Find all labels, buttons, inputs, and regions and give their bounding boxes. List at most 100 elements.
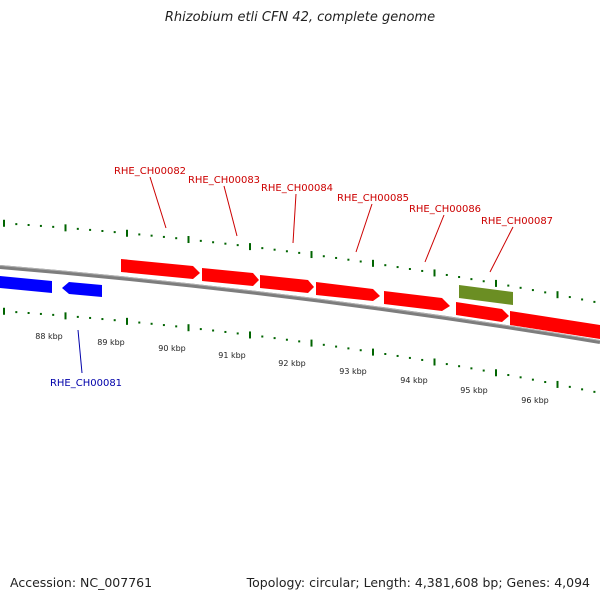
inner-ring-minor-tick — [298, 340, 301, 343]
gene-RHE_CH00087-segment[interactable] — [456, 302, 509, 322]
outer-ring-minor-tick — [236, 244, 239, 247]
outer-ring-major-tick — [187, 236, 190, 244]
outer-ring-minor-tick — [593, 300, 596, 303]
gene-label-RHE_CH00081[interactable]: RHE_CH00081 — [50, 378, 122, 389]
inner-ring-minor-tick — [458, 365, 461, 368]
inner-ring-major-tick — [495, 369, 497, 377]
outer-ring-minor-tick — [470, 278, 473, 281]
inner-ring-minor-tick — [39, 312, 42, 315]
genome-backbone — [0, 265, 600, 344]
outer-ring-minor-tick — [273, 248, 276, 251]
gene-RHE_CH00086[interactable] — [384, 291, 450, 311]
outer-ring-minor-tick — [224, 242, 227, 245]
outer-ring-minor-tick — [162, 235, 165, 238]
gene-label-RHE_CH00082[interactable]: RHE_CH00082 — [114, 166, 186, 177]
inner-ring-minor-tick — [236, 332, 239, 335]
inner-ring-minor-tick — [27, 312, 30, 315]
outer-ring-minor-tick — [531, 289, 534, 292]
outer-ring-minor-tick — [384, 264, 387, 267]
inner-ring-minor-tick — [531, 378, 534, 381]
gene-RHE_CH00080[interactable] — [0, 276, 52, 293]
inner-ring-minor-tick — [568, 385, 571, 388]
gene-RHE_CH00083[interactable] — [202, 268, 259, 286]
gene-RHE_CH00088[interactable] — [510, 311, 600, 339]
inner-ring-minor-tick — [544, 381, 547, 384]
outer-ring-minor-tick — [150, 234, 153, 237]
inner-ring-major-tick — [249, 331, 251, 339]
scale-label-92: 92 kbp — [278, 359, 306, 368]
outer-ring-minor-tick — [285, 250, 288, 253]
outer-ring-minor-tick — [175, 237, 178, 240]
gene-RHE_CH00081[interactable] — [62, 282, 102, 297]
inner-ring-minor-tick — [101, 318, 104, 321]
scale-label-91: 91 kbp — [218, 351, 246, 360]
gene-RHE_CH00082[interactable] — [121, 259, 200, 279]
gene-RHE_CH00085[interactable] — [316, 282, 380, 301]
outer-ring-major-tick — [495, 279, 497, 287]
inner-ring-minor-tick — [162, 324, 165, 327]
inner-ring-minor-tick — [212, 329, 215, 332]
outer-ring-major-tick — [3, 219, 5, 227]
inner-ring-minor-tick — [581, 388, 584, 391]
outer-ring-minor-tick — [482, 280, 485, 283]
outer-ring-major-tick — [310, 251, 313, 259]
gene-label-RHE_CH00083[interactable]: RHE_CH00083 — [188, 175, 260, 186]
genome-backbone-highlight — [0, 265, 600, 341]
inner-ring-minor-tick — [445, 363, 448, 366]
inner-ring-minor-tick — [261, 335, 264, 338]
scale-label-90: 90 kbp — [158, 344, 186, 353]
gene-label-RHE_CH00087[interactable]: RHE_CH00087 — [481, 216, 553, 227]
inner-ring-minor-tick — [199, 328, 202, 331]
gene-label-RHE_CH00086[interactable]: RHE_CH00086 — [409, 204, 481, 215]
inner-ring-minor-tick — [470, 367, 473, 370]
feature-RHE_CH00087[interactable] — [459, 285, 513, 305]
outer-ring-minor-tick — [519, 286, 522, 289]
outer-ring-minor-tick — [15, 223, 18, 226]
inner-ring-minor-tick — [384, 353, 387, 356]
outer-ring-major-tick — [249, 243, 251, 251]
inner-ring-minor-tick — [175, 325, 178, 328]
inner-ring-major-tick — [556, 380, 559, 388]
outer-ring-minor-tick — [507, 284, 510, 287]
inner-ring-major-tick — [372, 348, 374, 356]
gene-RHE_CH00084[interactable] — [260, 275, 314, 293]
inner-ring-minor-tick — [593, 390, 596, 393]
label-leaders — [77, 176, 514, 374]
inner-ring-major-tick — [3, 307, 5, 315]
inner-ring-minor-tick — [273, 337, 276, 340]
outer-ring-minor-tick — [335, 256, 338, 259]
outer-ring-major-tick — [126, 229, 128, 237]
inner-ring-major-tick — [126, 317, 128, 325]
inner-ring-minor-tick — [396, 354, 399, 357]
inner-ring-minor-tick — [335, 345, 338, 348]
gene-label-RHE_CH00084[interactable]: RHE_CH00084 — [261, 183, 333, 194]
outer-ring-minor-tick — [261, 247, 264, 250]
gene-label-RHE_CH00085[interactable]: RHE_CH00085 — [337, 193, 409, 204]
inner-ring-minor-tick — [76, 315, 79, 318]
map-title: Rhizobium etli CFN 42, complete genome — [164, 10, 436, 25]
outer-ring-minor-tick — [396, 266, 399, 269]
outer-ring-major-tick — [64, 224, 67, 232]
inner-ring-major-tick — [310, 339, 313, 347]
outer-tick-ring — [3, 219, 596, 303]
outer-ring-minor-tick — [113, 231, 116, 234]
inner-ring-minor-tick — [408, 356, 411, 359]
outer-ring-minor-tick — [39, 224, 42, 227]
outer-ring-minor-tick — [421, 269, 424, 272]
inner-tick-ring — [3, 307, 596, 393]
scale-label-88: 88 kbp — [35, 332, 63, 341]
inner-ring-minor-tick — [89, 316, 92, 319]
inner-ring-major-tick — [433, 358, 436, 366]
inner-ring-major-tick — [187, 324, 190, 332]
scale-label-95: 95 kbp — [460, 386, 488, 395]
accession-text: Accession: NC_007761 — [10, 575, 153, 590]
inner-ring-minor-tick — [507, 374, 510, 377]
inner-ring-minor-tick — [482, 369, 485, 372]
outer-ring-minor-tick — [322, 255, 325, 258]
outer-ring-minor-tick — [212, 241, 215, 244]
outer-ring-minor-tick — [101, 229, 104, 232]
outer-ring-minor-tick — [544, 291, 547, 294]
inner-ring-minor-tick — [359, 349, 362, 352]
inner-ring-minor-tick — [519, 376, 522, 379]
